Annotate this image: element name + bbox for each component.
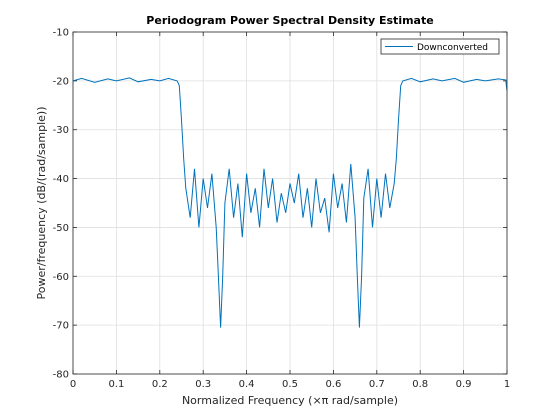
y-axis-ticks: -80 -70 -60 -50 -40 -30 -20 -10 [53,28,507,381]
y-tick-label: -30 [53,125,69,136]
chart-title: Periodogram Power Spectral Density Estim… [146,14,433,27]
x-tick-label: 0 [70,379,76,390]
x-axis-label: Normalized Frequency (×π rad/sample) [182,394,398,407]
x-tick-label: 0.3 [195,379,211,390]
axes-box [72,31,508,375]
x-axis-ticks: 0 0.1 0.2 0.3 0.4 0.5 0.6 0.7 0.8 0.9 1 [70,32,510,390]
y-tick-label: -50 [53,223,69,234]
series-line-downconverted [72,77,508,328]
x-tick-label: 0.6 [325,379,341,390]
x-tick-label: 1 [504,379,510,390]
x-tick-label: 0.1 [108,379,124,390]
legend-label: Downconverted [417,43,488,53]
legend: Downconverted [380,38,500,55]
y-tick-label: -70 [53,321,69,332]
y-tick-label: -40 [53,174,69,185]
y-axis-label: Power/frequency (dB/(rad/sample)) [35,107,48,300]
y-tick-label: -60 [53,272,69,283]
x-tick-label: 0.9 [456,379,472,390]
x-tick-label: 0.2 [152,379,168,390]
x-tick-label: 0.4 [239,379,255,390]
y-tick-label: -10 [53,28,69,39]
x-tick-label: 0.7 [369,379,385,390]
y-tick-label: -20 [53,76,69,87]
legend-box [380,38,500,55]
x-tick-label: 0.5 [282,379,298,390]
y-tick-label: -80 [53,370,69,381]
x-tick-label: 0.8 [412,379,428,390]
